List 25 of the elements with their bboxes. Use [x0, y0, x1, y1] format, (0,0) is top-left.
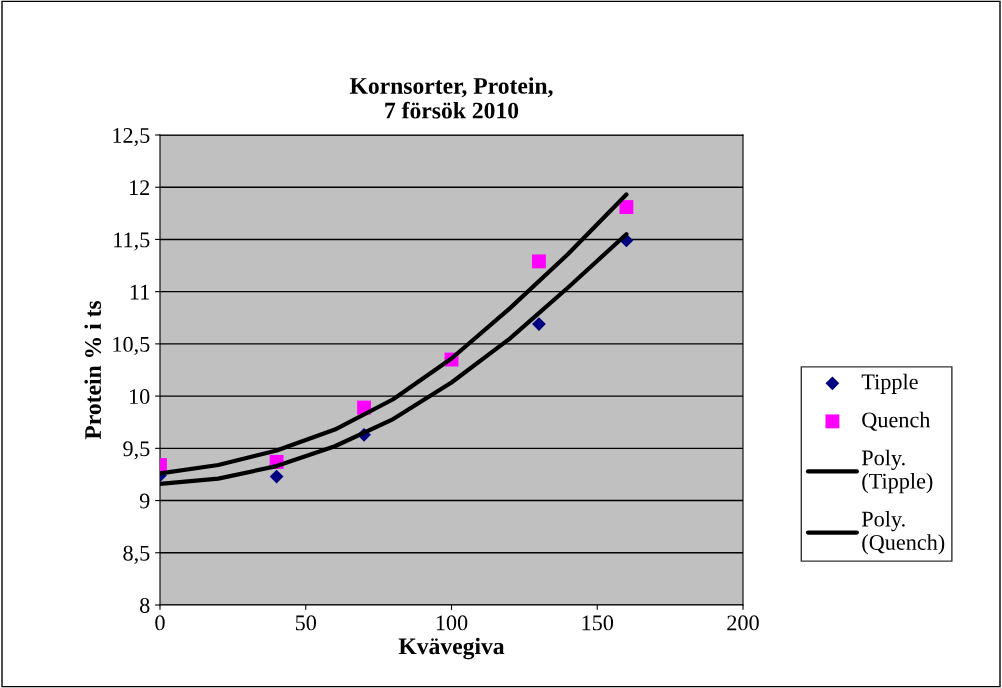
- point: [532, 254, 546, 269]
- x-tick-label: 0: [155, 615, 165, 631]
- y-tick-label: 11: [130, 284, 149, 300]
- x-tick-label: 100: [436, 615, 468, 631]
- legend-label: Poly. (Tipple): [861, 449, 933, 494]
- y-tick-label: 9,5: [123, 441, 150, 460]
- point: [269, 469, 284, 484]
- legend-label: Tipple: [861, 373, 918, 394]
- y-tick-label: 11,5: [114, 232, 150, 251]
- y-tick-label: 8: [140, 597, 150, 613]
- y-tick-label: 12,5: [113, 127, 150, 147]
- x-tick-label: 200: [727, 615, 759, 631]
- y-tick-label: 10,5: [113, 336, 150, 356]
- x-tick-label: 50: [295, 615, 317, 631]
- chart-title: Kornsorter, Protein, 7 försök 2010: [349, 77, 553, 119]
- y-tick-label: 9: [139, 493, 150, 509]
- legend-label: Quench: [862, 411, 931, 431]
- point: [619, 200, 634, 215]
- y-axis-title: Protein % i ts: [84, 300, 102, 440]
- y-tick-label: 10: [130, 389, 150, 405]
- x-axis-title: Kvävegiva: [398, 637, 505, 660]
- y-tick-label: 12: [130, 180, 150, 195]
- y-tick-label: 8,5: [123, 545, 150, 564]
- x-tick-label: 150: [582, 615, 614, 631]
- legend-label: Poly. (Quench): [861, 510, 945, 555]
